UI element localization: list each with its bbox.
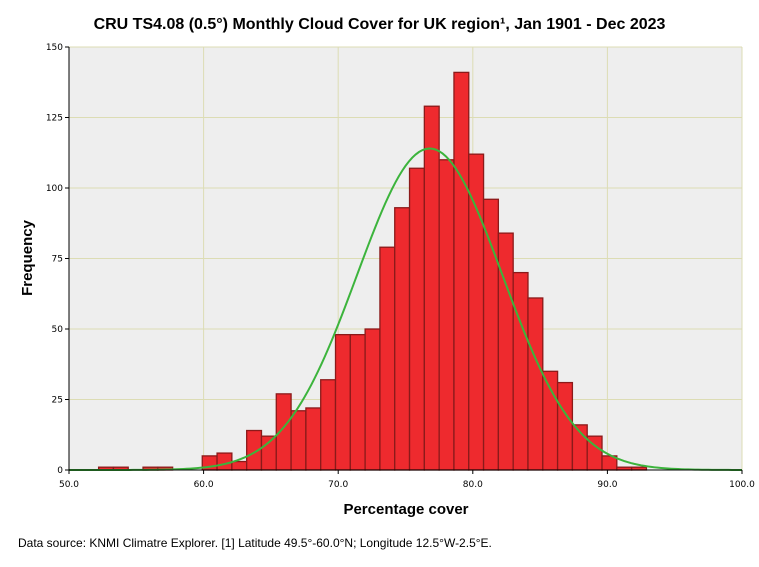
histogram-bar: [512, 271, 529, 471]
y-axis-label: Frequency: [19, 219, 36, 296]
histogram-bar: [556, 381, 574, 471]
histogram-bar: [482, 198, 500, 471]
y-tick-label: 50: [52, 325, 64, 335]
y-tick-label: 150: [46, 43, 63, 53]
x-tick-label: 60.0: [194, 480, 214, 490]
histogram-bar: [290, 410, 307, 471]
histogram-bar: [379, 246, 396, 471]
histogram-bar: [231, 460, 248, 471]
histogram-bar: [320, 379, 337, 471]
x-tick-label: 100.0: [729, 480, 755, 490]
normal-distribution-curve: [69, 147, 743, 471]
x-tick-label: 70.0: [328, 480, 348, 490]
y-tick-label: 0: [57, 466, 63, 476]
histogram-bar: [364, 328, 381, 471]
histogram-bar: [542, 370, 559, 471]
histogram-bar: [408, 167, 425, 471]
histogram-bar: [216, 452, 233, 471]
histogram-bar: [305, 407, 322, 471]
x-axis-label: Percentage cover: [343, 501, 468, 518]
histogram-bar: [334, 333, 351, 471]
x-tick-label: 50.0: [59, 480, 79, 490]
y-tick-label: 100: [46, 184, 63, 194]
source-footnote: Data source: KNMI Climatre Explorer. [1]…: [18, 536, 492, 550]
x-tick-label: 80.0: [463, 480, 483, 490]
histogram-bar: [423, 105, 440, 471]
histogram-bar: [438, 159, 455, 471]
y-tick-label: 75: [52, 255, 63, 265]
histogram-bar: [527, 297, 544, 471]
histogram-bar: [349, 333, 366, 471]
y-tick-label: 125: [46, 114, 63, 124]
histogram-bar: [468, 153, 485, 471]
histogram-bar: [394, 207, 411, 471]
x-tick-label: 90.0: [597, 480, 617, 490]
chart-title: CRU TS4.08 (0.5°) Monthly Cloud Cover fo…: [93, 16, 666, 33]
y-tick-label: 25: [52, 396, 63, 406]
histogram-bar: [453, 71, 470, 471]
